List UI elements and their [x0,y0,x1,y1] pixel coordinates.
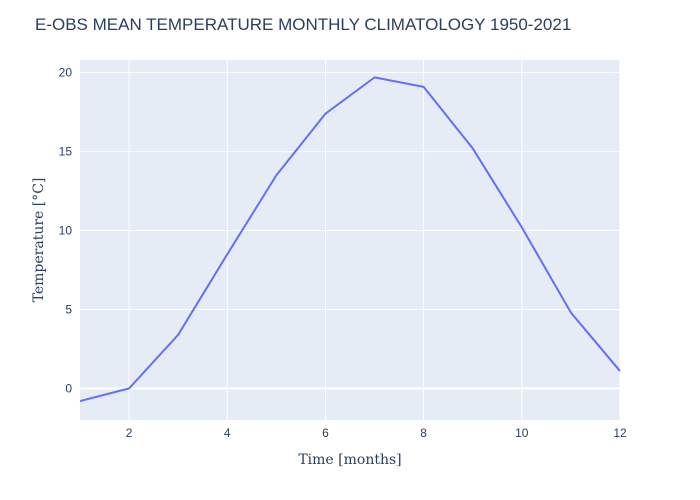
x-tick-label: 12 [613,426,627,440]
x-axis-ticks: 2 4 6 8 10 12 [126,426,627,440]
y-tick-label: 15 [59,145,73,159]
y-tick-label: 5 [65,302,72,316]
x-tick-label: 10 [515,426,529,440]
y-tick-label: 10 [59,224,73,238]
series-line [79,76,621,403]
x-tick-label: 2 [126,426,133,440]
y-axis-title: Temperature [°C] [31,178,47,303]
x-tick-label: 8 [420,426,427,440]
x-tick-label: 4 [224,426,231,440]
series-group [79,76,621,403]
plot-background [80,60,620,420]
y-tick-label: 20 [59,66,73,80]
gridlines [80,60,621,420]
chart-title: E-OBS MEAN TEMPERATURE MONTHLY CLIMATOLO… [35,15,571,34]
x-tick-label: 6 [322,426,329,440]
y-axis-ticks: 0 5 10 15 20 [59,66,73,396]
y-tick-label: 0 [65,381,72,395]
x-axis-title: Time [months] [298,452,401,468]
